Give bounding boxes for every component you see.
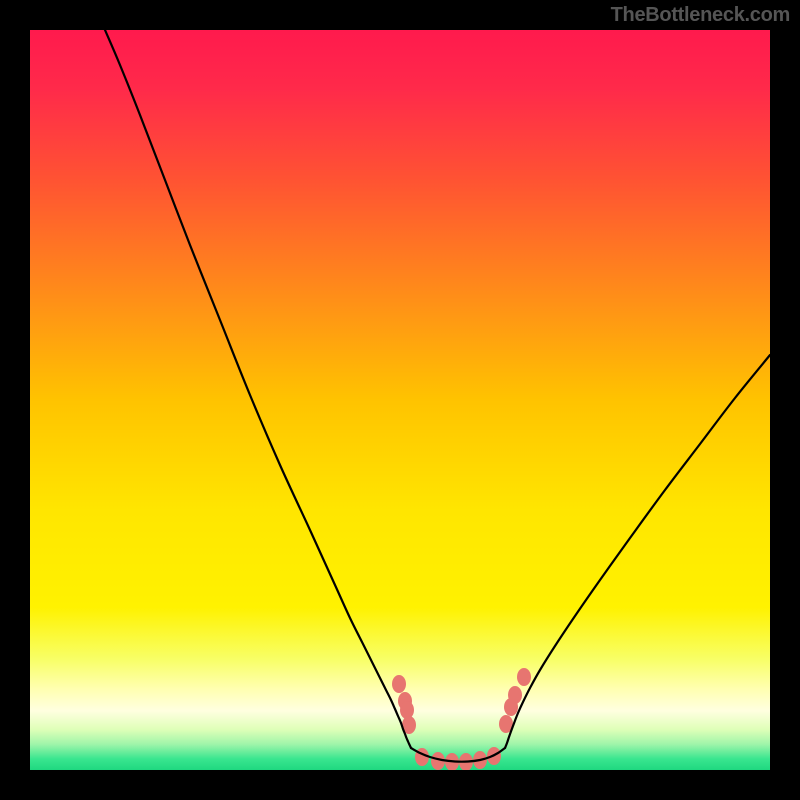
- marker-group: [392, 668, 531, 770]
- right-curve: [505, 355, 770, 748]
- curve-layer: [30, 30, 770, 770]
- attribution-text: TheBottleneck.com: [611, 4, 790, 27]
- marker-dot: [517, 668, 531, 686]
- chart-frame: TheBottleneck.com: [0, 0, 800, 800]
- marker-dot: [400, 701, 414, 719]
- left-curve: [105, 30, 411, 748]
- marker-dot: [508, 686, 522, 704]
- plot-area: [30, 30, 770, 770]
- marker-dot: [392, 675, 406, 693]
